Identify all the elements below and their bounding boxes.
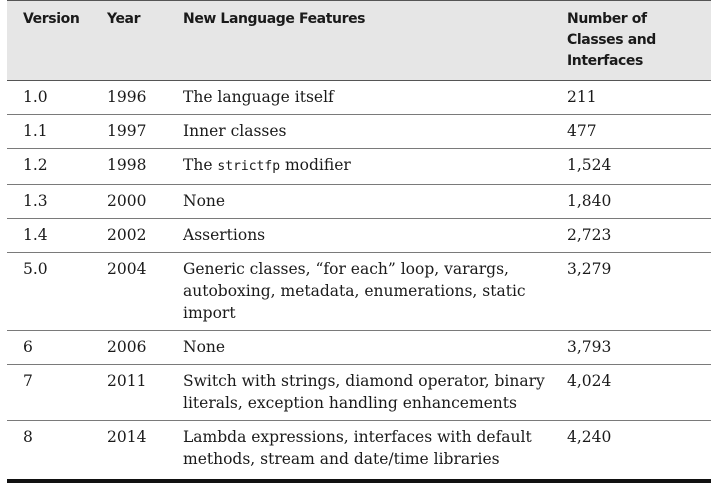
header-version: Version <box>23 11 80 27</box>
version-cell: 7 <box>7 364 91 421</box>
table-header: Version Year New Language Features Numbe… <box>7 0 711 81</box>
features-cell: None <box>175 330 555 365</box>
year-cell: 1996 <box>91 80 175 115</box>
year-cell: 1997 <box>91 114 175 149</box>
java-versions-table: Version Year New Language Features Numbe… <box>7 0 711 483</box>
table-row: 1.2 1998 The strictfp modifier 1,524 <box>7 148 711 185</box>
year-cell: 2011 <box>91 364 175 421</box>
version-cell: 1.0 <box>7 80 91 115</box>
java-versions-table-container: Version Year New Language Features Numbe… <box>7 0 711 483</box>
count-cell: 4,240 <box>555 420 711 483</box>
features-cell: None <box>175 184 555 219</box>
table-row: 7 2011 Switch with strings, diamond oper… <box>7 364 711 421</box>
features-text: Generic classes, “for each” loop, vararg… <box>183 260 526 322</box>
version-cell: 8 <box>7 420 91 483</box>
features-text: The <box>183 156 218 174</box>
version-cell: 1.3 <box>7 184 91 219</box>
header-count-text: Number of Classes and Interfaces <box>567 11 656 69</box>
count-cell: 2,723 <box>555 218 711 253</box>
table-body: 1.0 1996 The language itself 211 1.1 199… <box>7 80 711 483</box>
header-year: Year <box>107 11 141 27</box>
year-cell: 2014 <box>91 420 175 483</box>
table-row: 1.4 2002 Assertions 2,723 <box>7 218 711 253</box>
year-cell: 2000 <box>91 184 175 219</box>
features-text: None <box>183 338 226 356</box>
year-cell: 2004 <box>91 252 175 331</box>
features-cell: Inner classes <box>175 114 555 149</box>
features-cell: The strictfp modifier <box>175 148 555 185</box>
features-text: Assertions <box>183 226 266 244</box>
table-row: 6 2006 None 3,793 <box>7 330 711 365</box>
count-cell: 3,793 <box>555 330 711 365</box>
version-cell: 1.2 <box>7 148 91 185</box>
year-cell: 2006 <box>91 330 175 365</box>
features-text: None <box>183 192 226 210</box>
table-row: 1.3 2000 None 1,840 <box>7 184 711 219</box>
count-cell: 4,024 <box>555 364 711 421</box>
count-cell: 3,279 <box>555 252 711 331</box>
header-row: Version Year New Language Features Numbe… <box>7 0 711 81</box>
version-cell: 6 <box>7 330 91 365</box>
version-cell: 1.4 <box>7 218 91 253</box>
year-cell: 1998 <box>91 148 175 185</box>
table-row: 5.0 2004 Generic classes, “for each” loo… <box>7 252 711 331</box>
features-code: strictfp <box>217 159 281 174</box>
count-cell: 477 <box>555 114 711 149</box>
features-cell: Lambda expressions, interfaces with defa… <box>175 420 555 483</box>
features-text-after: modifier <box>280 156 351 174</box>
features-cell: The language itself <box>175 80 555 115</box>
table-row: 1.0 1996 The language itself 211 <box>7 80 711 115</box>
features-text: Inner classes <box>183 122 287 140</box>
count-cell: 1,840 <box>555 184 711 219</box>
features-text: Switch with strings, diamond operator, b… <box>183 372 545 412</box>
header-count: Number of Classes and Interfaces <box>555 1 711 81</box>
count-cell: 1,524 <box>555 148 711 185</box>
version-cell: 5.0 <box>7 252 91 331</box>
year-cell: 2002 <box>91 218 175 253</box>
version-cell: 1.1 <box>7 114 91 149</box>
features-text: Lambda expressions, interfaces with defa… <box>183 428 532 468</box>
features-text: The language itself <box>183 88 334 106</box>
features-cell: Generic classes, “for each” loop, vararg… <box>175 252 555 331</box>
header-features: New Language Features <box>183 11 366 27</box>
table-row: 1.1 1997 Inner classes 477 <box>7 114 711 149</box>
features-cell: Assertions <box>175 218 555 253</box>
count-cell: 211 <box>555 80 711 115</box>
features-cell: Switch with strings, diamond operator, b… <box>175 364 555 421</box>
table-row: 8 2014 Lambda expressions, interfaces wi… <box>7 420 711 483</box>
